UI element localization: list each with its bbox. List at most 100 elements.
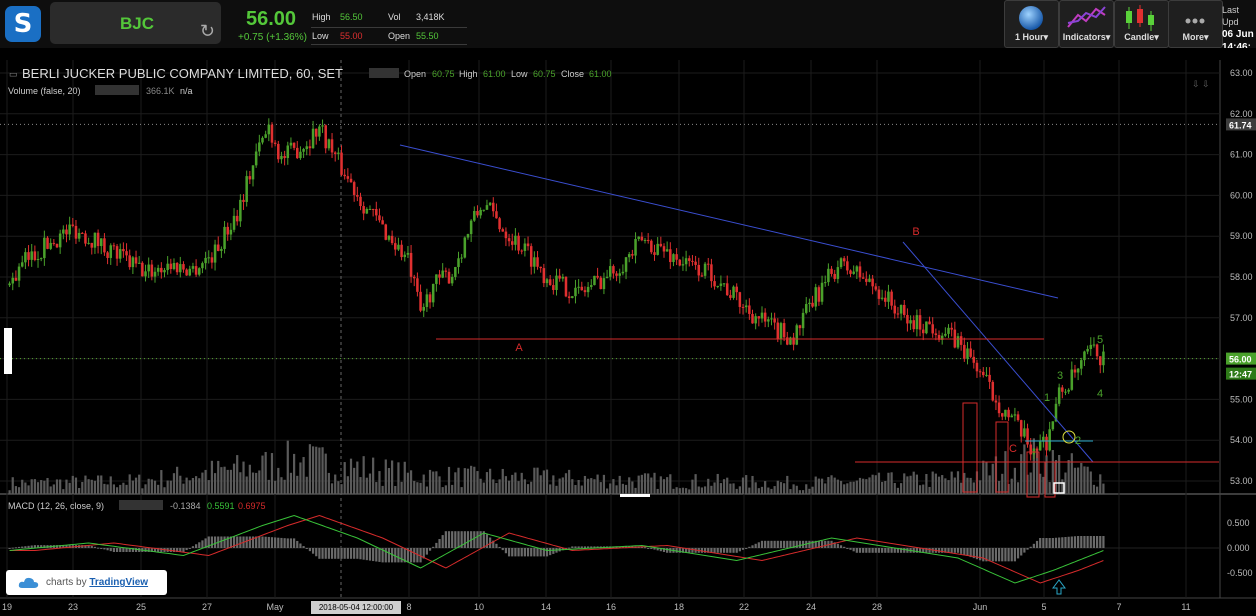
candle-body [814, 287, 817, 307]
candle-body [776, 322, 780, 339]
annotation-label: 4 [1097, 388, 1103, 400]
volume-bar [808, 488, 811, 494]
volume-bar [11, 477, 14, 494]
volume-bar [394, 485, 397, 494]
more-button[interactable]: More▾ [1168, 0, 1223, 48]
volume-bar [726, 477, 729, 494]
macd-histogram-bar [811, 540, 814, 548]
macd-histogram-bar [93, 546, 97, 548]
macd-histogram-bar [1035, 540, 1039, 548]
candle-body [665, 249, 669, 252]
volume-bar [1092, 484, 1096, 494]
candle-body [1051, 421, 1055, 430]
candle-body [950, 327, 953, 330]
candle-body [757, 316, 761, 319]
macd-histogram-bar [1095, 536, 1099, 548]
macd-histogram-bar [292, 538, 296, 548]
volume-bar [783, 483, 786, 494]
macd-histogram-bar [1067, 536, 1070, 548]
volume-bar [409, 470, 413, 494]
candle-body [918, 315, 922, 330]
macd-histogram-bar [691, 548, 694, 553]
candle-body [533, 257, 536, 267]
candle-body [991, 381, 995, 401]
candle-body [735, 286, 738, 293]
volume-bar [447, 466, 451, 494]
volume-bar [185, 477, 188, 494]
macd-histogram-bar [994, 548, 998, 562]
candle-body [428, 294, 432, 303]
volume-bar [605, 488, 609, 494]
volume-bar [191, 477, 195, 494]
volume-bar [792, 484, 795, 494]
candle-body [523, 243, 527, 251]
candle-body [390, 235, 394, 244]
chart-background [0, 48, 1256, 616]
candle-body [55, 243, 59, 248]
macd-tick-label: -0.500 [1227, 568, 1253, 578]
ohlc-legend-item: High [459, 69, 478, 79]
macd-histogram-bar [438, 539, 441, 548]
volume-bar [451, 484, 454, 494]
candle-body [1029, 444, 1032, 455]
macd-histogram-bar [824, 540, 827, 548]
macd-histogram-bar [985, 548, 988, 562]
indicators-button[interactable]: Indicators▾ [1059, 0, 1114, 48]
macd-histogram-bar [270, 537, 274, 548]
volume-bar [346, 476, 349, 494]
volume-bar [514, 472, 517, 494]
interval-button[interactable]: 1 Hour▾ [1004, 0, 1059, 48]
macd-histogram-bar [492, 540, 495, 548]
volume-bar [700, 487, 704, 494]
volume-bar [1080, 462, 1083, 494]
candle-body [621, 271, 625, 274]
volume-bar [729, 483, 732, 494]
chart-style-button[interactable]: Candle▾ [1114, 0, 1169, 48]
volume-bar [55, 479, 59, 494]
macd-histogram-bar [685, 548, 688, 553]
volume-bar [245, 476, 248, 494]
macd-histogram-bar [836, 543, 839, 548]
macd-histogram-bar [106, 548, 109, 551]
macd-histogram-bar [40, 545, 43, 548]
price-chart[interactable]: 63.00 62.00 61.00 60.00 59.00 58.00 57.00 56.00… [0, 48, 1256, 616]
volume-bar [406, 472, 410, 494]
quote-divider [311, 27, 467, 28]
candle-body [678, 259, 682, 266]
volume-bar [182, 483, 185, 494]
volume-bar [918, 485, 922, 494]
volume-bar [106, 484, 109, 494]
volume-bar [928, 486, 931, 494]
volume-bar [858, 477, 862, 494]
volume-bar [805, 484, 808, 494]
macd-histogram-bar [1086, 536, 1089, 548]
symbol-box[interactable]: BJC ↻ [50, 2, 221, 44]
macd-line [9, 514, 1104, 584]
volume-bar [1001, 473, 1004, 494]
candle-body [729, 295, 732, 298]
volume-bar [365, 477, 368, 494]
volume-bar [1102, 483, 1105, 494]
volume-bar [1058, 455, 1061, 494]
candle-body [890, 291, 893, 306]
refresh-icon[interactable]: ↻ [199, 21, 215, 41]
candle-body [795, 325, 799, 345]
macd-histogram-bar [277, 537, 280, 548]
macd-histogram-bar [881, 548, 884, 553]
volume-bar [941, 475, 944, 494]
macd-histogram-bar [349, 548, 353, 559]
volume-bar [549, 484, 552, 494]
volume-bar [745, 475, 748, 494]
macd-histogram-bar [353, 548, 356, 559]
candle-body [571, 296, 574, 299]
macd-histogram-bar [868, 548, 871, 553]
candle-body [412, 276, 416, 279]
app-logo-icon[interactable]: S [5, 6, 41, 42]
tradingview-watermark[interactable]: charts by TradingView [6, 570, 167, 595]
candle-body [403, 254, 407, 258]
candle-body [232, 215, 236, 230]
volume-bar [337, 481, 340, 494]
macd-histogram-bar [334, 548, 337, 559]
macd-histogram-bar [160, 548, 163, 552]
y-tick-label: 53.00 [1230, 476, 1253, 486]
